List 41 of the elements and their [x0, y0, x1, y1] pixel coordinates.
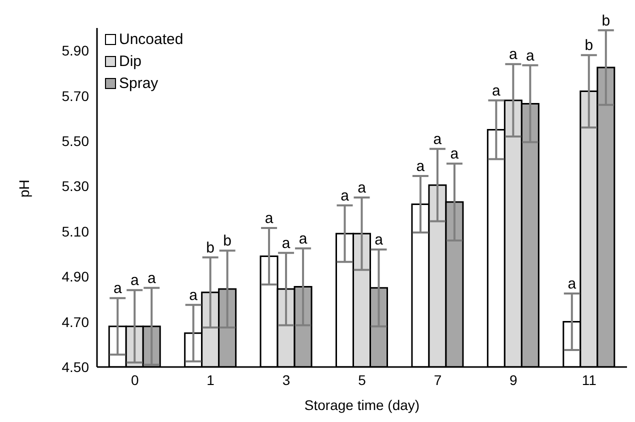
legend-label: Dip: [119, 52, 142, 70]
x-tick-label: 7: [434, 372, 442, 388]
y-tick-label: 5.10: [62, 223, 90, 240]
data-label: a: [113, 280, 122, 298]
y-tick-label: 5.90: [62, 42, 90, 59]
data-label: a: [358, 180, 367, 196]
x-tick-label: 11: [582, 372, 597, 388]
data-label: a: [374, 231, 384, 248]
y-tick-label: 4.70: [62, 314, 90, 330]
data-label: a: [264, 210, 274, 228]
data-label: a: [189, 286, 198, 304]
x-tick-label: 9: [510, 372, 518, 388]
y-tick-label: 5.70: [62, 88, 90, 104]
data-label: a: [568, 276, 577, 293]
legend-label: Spray: [119, 74, 158, 92]
data-label: a: [450, 146, 460, 163]
data-label: b: [602, 12, 610, 30]
data-label: a: [416, 158, 426, 176]
x-tick-label: 3: [282, 372, 290, 388]
data-label: a: [340, 187, 350, 204]
x-tick-label: 1: [206, 372, 215, 388]
legend-label: Uncoated: [119, 30, 184, 48]
data-label: b: [584, 37, 594, 54]
y-tick-label: 4.50: [62, 358, 90, 375]
x-tick-label: 5: [358, 372, 366, 388]
data-label: a: [147, 270, 156, 287]
data-label: a: [492, 82, 502, 100]
data-label: a: [526, 47, 536, 64]
y-tick-label: 5.50: [62, 132, 90, 149]
data-label: b: [206, 239, 214, 256]
data-label: b: [223, 232, 232, 250]
y-axis-title: pH: [16, 180, 32, 198]
data-label: a: [433, 130, 442, 148]
x-tick-label: 0: [130, 372, 139, 388]
data-label: a: [298, 230, 308, 248]
data-label: a: [130, 272, 140, 290]
data-label: a: [509, 46, 518, 64]
y-tick-label: 4.90: [62, 268, 90, 285]
y-tick-label: 5.30: [62, 178, 90, 194]
data-label: a: [282, 234, 291, 252]
x-axis-title: Storage time (day): [304, 397, 420, 413]
